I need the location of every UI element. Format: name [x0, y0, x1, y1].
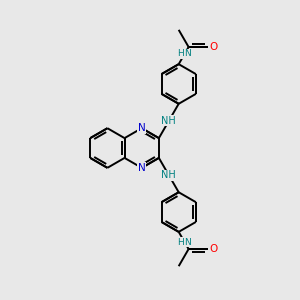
Text: N: N [138, 163, 146, 173]
Text: O: O [209, 244, 218, 254]
Text: O: O [209, 42, 218, 52]
Text: NH: NH [161, 116, 176, 126]
Text: NH: NH [161, 170, 176, 180]
Text: H: H [177, 238, 184, 247]
Text: N: N [184, 238, 191, 247]
Text: N: N [184, 49, 191, 58]
Text: N: N [138, 123, 146, 133]
Text: H: H [177, 49, 184, 58]
